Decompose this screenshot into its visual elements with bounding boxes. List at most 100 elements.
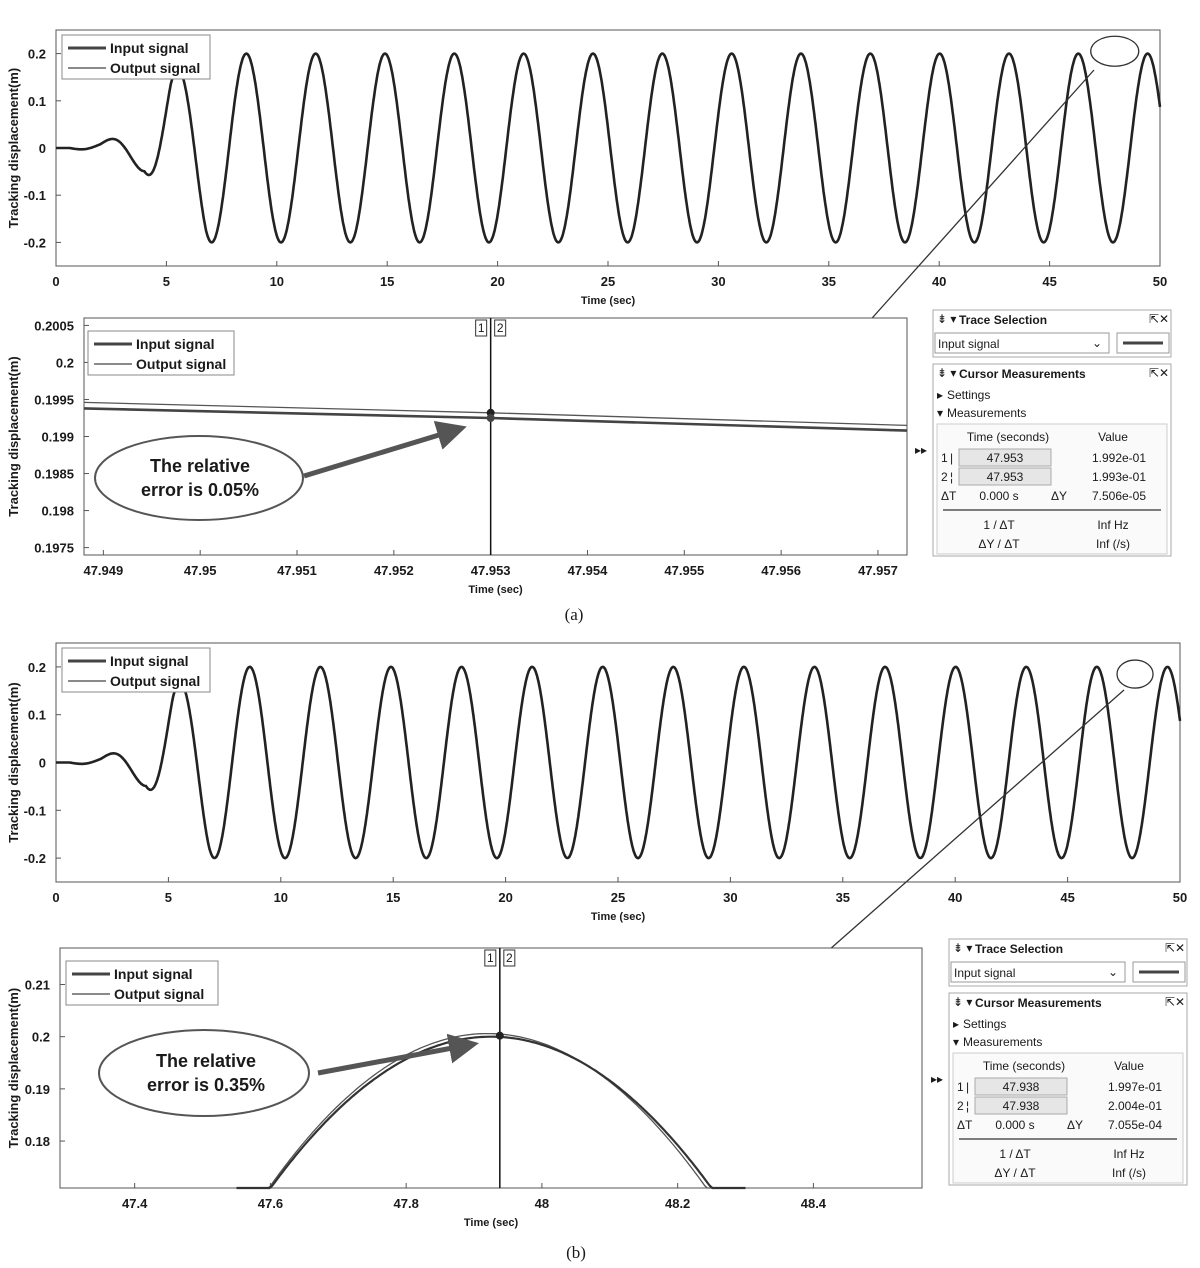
cursor-2-label: 2 [497, 321, 504, 335]
x-tick-label: 47.954 [568, 563, 609, 578]
collapse-arrows-icon: ▸▸ [915, 443, 927, 457]
legend-box [87, 330, 235, 376]
chevron-down-icon[interactable]: ⌄ [1108, 965, 1118, 979]
plot-area [55, 29, 1161, 267]
cursor-panel: ⇟ ▾ Trace Selection ⇱✕Input signal ⌄⇟ ▾ Curs… [931, 938, 1188, 1186]
legend-label-output: Output signal [110, 60, 200, 76]
chart-b-zoom: 47.4 47.6 47.8 48 48.2 48.4 0.21 0.2 0.19 0.18 Tim… [6, 947, 923, 1229]
y-axis-label: Tracking displacement(m) [6, 68, 21, 228]
x-tick-label: 5 [165, 890, 172, 905]
callout-line-1: The relative [156, 1051, 256, 1071]
trace-selection-title: Trace Selection [975, 942, 1063, 956]
measurements-table [952, 1052, 1184, 1184]
series-input-line [236, 1035, 746, 1190]
row2-time-field[interactable] [974, 1096, 1068, 1115]
settings-toggle[interactable]: ▸ [937, 388, 943, 402]
cursor-2-tag[interactable] [503, 949, 516, 967]
trace-dropdown[interactable] [934, 332, 1110, 354]
row1-label: 1 [941, 451, 948, 465]
y-tick-label: -0.1 [24, 188, 46, 203]
y-tick-label: 0.198 [41, 504, 74, 519]
col-header-value: Value [1098, 430, 1128, 444]
x-axis-label: Time (sec) [581, 295, 636, 307]
x-tick-label: 45 [1042, 274, 1056, 289]
y-tick-label: 0.1975 [34, 541, 74, 556]
x-tick-label: 47.949 [83, 563, 123, 578]
x-tick-label: 47.8 [394, 1196, 419, 1211]
y-tick-label: 0.2 [28, 660, 46, 675]
row1-label: 1 [957, 1080, 964, 1094]
y-axis-label: Tracking displacement(m) [6, 356, 21, 516]
row1-time-field[interactable] [974, 1077, 1068, 1096]
x-axis-label: Time (sec) [591, 911, 646, 923]
chevron-down-icon[interactable]: ⌄ [1092, 336, 1102, 350]
dy-dt-value: Inf (/s) [1096, 537, 1130, 551]
row2-label: 2 [941, 470, 948, 484]
delta-t-value: 0.000 s [979, 489, 1018, 503]
row1-value: 1.997e-01 [1108, 1080, 1162, 1094]
chart-b-top: 0 5 10 15 20 25 30 35 40 45 50 0.2 0.1 0 -0.1 -0.2 Time … [6, 642, 1187, 923]
callout-line-1: The relative [150, 456, 250, 476]
series-input-line [56, 52, 1162, 244]
series-output-line [236, 1032, 746, 1189]
undock-close-icon[interactable]: ⇱✕ [1149, 312, 1169, 326]
cursor-1-tag[interactable] [475, 319, 488, 337]
x-tick-label: 30 [723, 890, 737, 905]
legend-label-output: Output signal [136, 356, 226, 372]
cursor-2-icon: ¦ [950, 470, 953, 484]
legend-label-output: Output signal [114, 986, 204, 1002]
x-tick-label: 20 [490, 274, 504, 289]
row2-value: 2.004e-01 [1108, 1099, 1162, 1113]
legend-label-input: Input signal [110, 653, 189, 669]
undock-close-icon[interactable]: ⇱✕ [1165, 995, 1185, 1009]
row2-time: 47.938 [1003, 1099, 1040, 1113]
cursor-1-icon: | [950, 451, 953, 465]
inv-delta-t-value: Inf Hz [1113, 1147, 1144, 1161]
row2-time-field[interactable] [958, 467, 1052, 486]
settings-toggle[interactable]: ▸ [953, 1017, 959, 1031]
collapse-arrows-icon: ▸▸ [931, 1072, 943, 1086]
cursor-2-tag[interactable] [494, 319, 507, 337]
dy-dt-label: ΔY / ΔT [994, 1166, 1036, 1180]
x-tick-label: 45 [1060, 890, 1074, 905]
x-tick-label: 50 [1173, 890, 1187, 905]
undock-close-icon[interactable]: ⇱✕ [1165, 941, 1185, 955]
cursor-1-label: 1 [478, 321, 485, 335]
delta-y-value: 7.055e-04 [1108, 1118, 1162, 1132]
y-tick-label: 0.21 [25, 978, 50, 993]
legend-label-input: Input signal [114, 966, 193, 982]
y-tick-label: 0.18 [25, 1134, 50, 1149]
delta-t-value: 0.000 s [995, 1118, 1034, 1132]
x-tick-label: 25 [611, 890, 625, 905]
cursor-1-label: 1 [487, 951, 494, 965]
cursor-1-icon: | [966, 1080, 969, 1094]
legend-label-input: Input signal [136, 336, 215, 352]
y-axis-label: Tracking displacement(m) [6, 988, 21, 1148]
x-tick-label: 40 [948, 890, 962, 905]
measurements-toggle[interactable]: ▾ [937, 406, 943, 420]
row1-value: 1.992e-01 [1092, 451, 1146, 465]
y-tick-label: -0.2 [24, 851, 46, 866]
y-tick-label: -0.1 [24, 803, 46, 818]
x-tick-label: 48.2 [665, 1196, 690, 1211]
x-tick-label: 47.956 [761, 563, 801, 578]
y-tick-label: 0.1995 [34, 392, 74, 407]
x-tick-label: 0 [52, 274, 59, 289]
undock-close-icon[interactable]: ⇱✕ [1149, 366, 1169, 380]
x-tick-label: 15 [386, 890, 400, 905]
pin-icon: ⇟ ▾ [937, 312, 956, 326]
callout-ellipse [98, 1029, 310, 1117]
x-tick-label: 47.4 [122, 1196, 148, 1211]
legend-label-input: Input signal [110, 40, 189, 56]
trace-dropdown[interactable] [950, 961, 1126, 983]
delta-t-label: ΔT [941, 489, 957, 503]
col-header-time: Time (seconds) [967, 430, 1049, 444]
y-tick-label: 0.2 [32, 1030, 50, 1045]
cursor-1-tag[interactable] [484, 949, 497, 967]
row1-time-field[interactable] [958, 448, 1052, 467]
callout-arrow [317, 1033, 479, 1076]
measurements-label: Measurements [963, 1035, 1042, 1049]
x-tick-label: 48 [535, 1196, 549, 1211]
measurements-label: Measurements [947, 406, 1026, 420]
measurements-toggle[interactable]: ▾ [953, 1035, 959, 1049]
